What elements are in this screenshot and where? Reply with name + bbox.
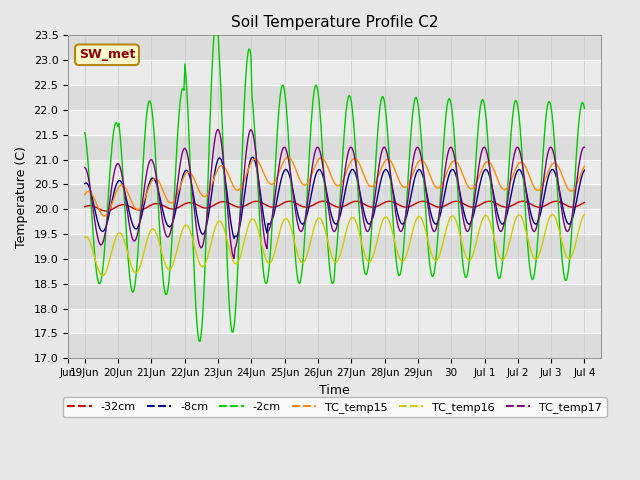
Bar: [68, 85, 601, 110]
Bar: [68, 209, 601, 234]
Y-axis label: Temperature (C): Temperature (C): [15, 146, 28, 248]
X-axis label: Time: Time: [319, 384, 350, 396]
Bar: [68, 259, 601, 284]
Bar: [68, 60, 601, 85]
Bar: [68, 234, 601, 259]
Bar: [68, 135, 601, 159]
Bar: [68, 334, 601, 358]
Bar: [68, 309, 601, 334]
Legend: -32cm, -8cm, -2cm, TC_temp15, TC_temp16, TC_temp17: -32cm, -8cm, -2cm, TC_temp15, TC_temp16,…: [63, 397, 607, 417]
Bar: [68, 36, 601, 60]
Title: Soil Temperature Profile C2: Soil Temperature Profile C2: [231, 15, 438, 30]
Bar: [68, 159, 601, 184]
Bar: [68, 284, 601, 309]
Text: SW_met: SW_met: [79, 48, 135, 61]
Bar: [68, 110, 601, 135]
Bar: [68, 184, 601, 209]
